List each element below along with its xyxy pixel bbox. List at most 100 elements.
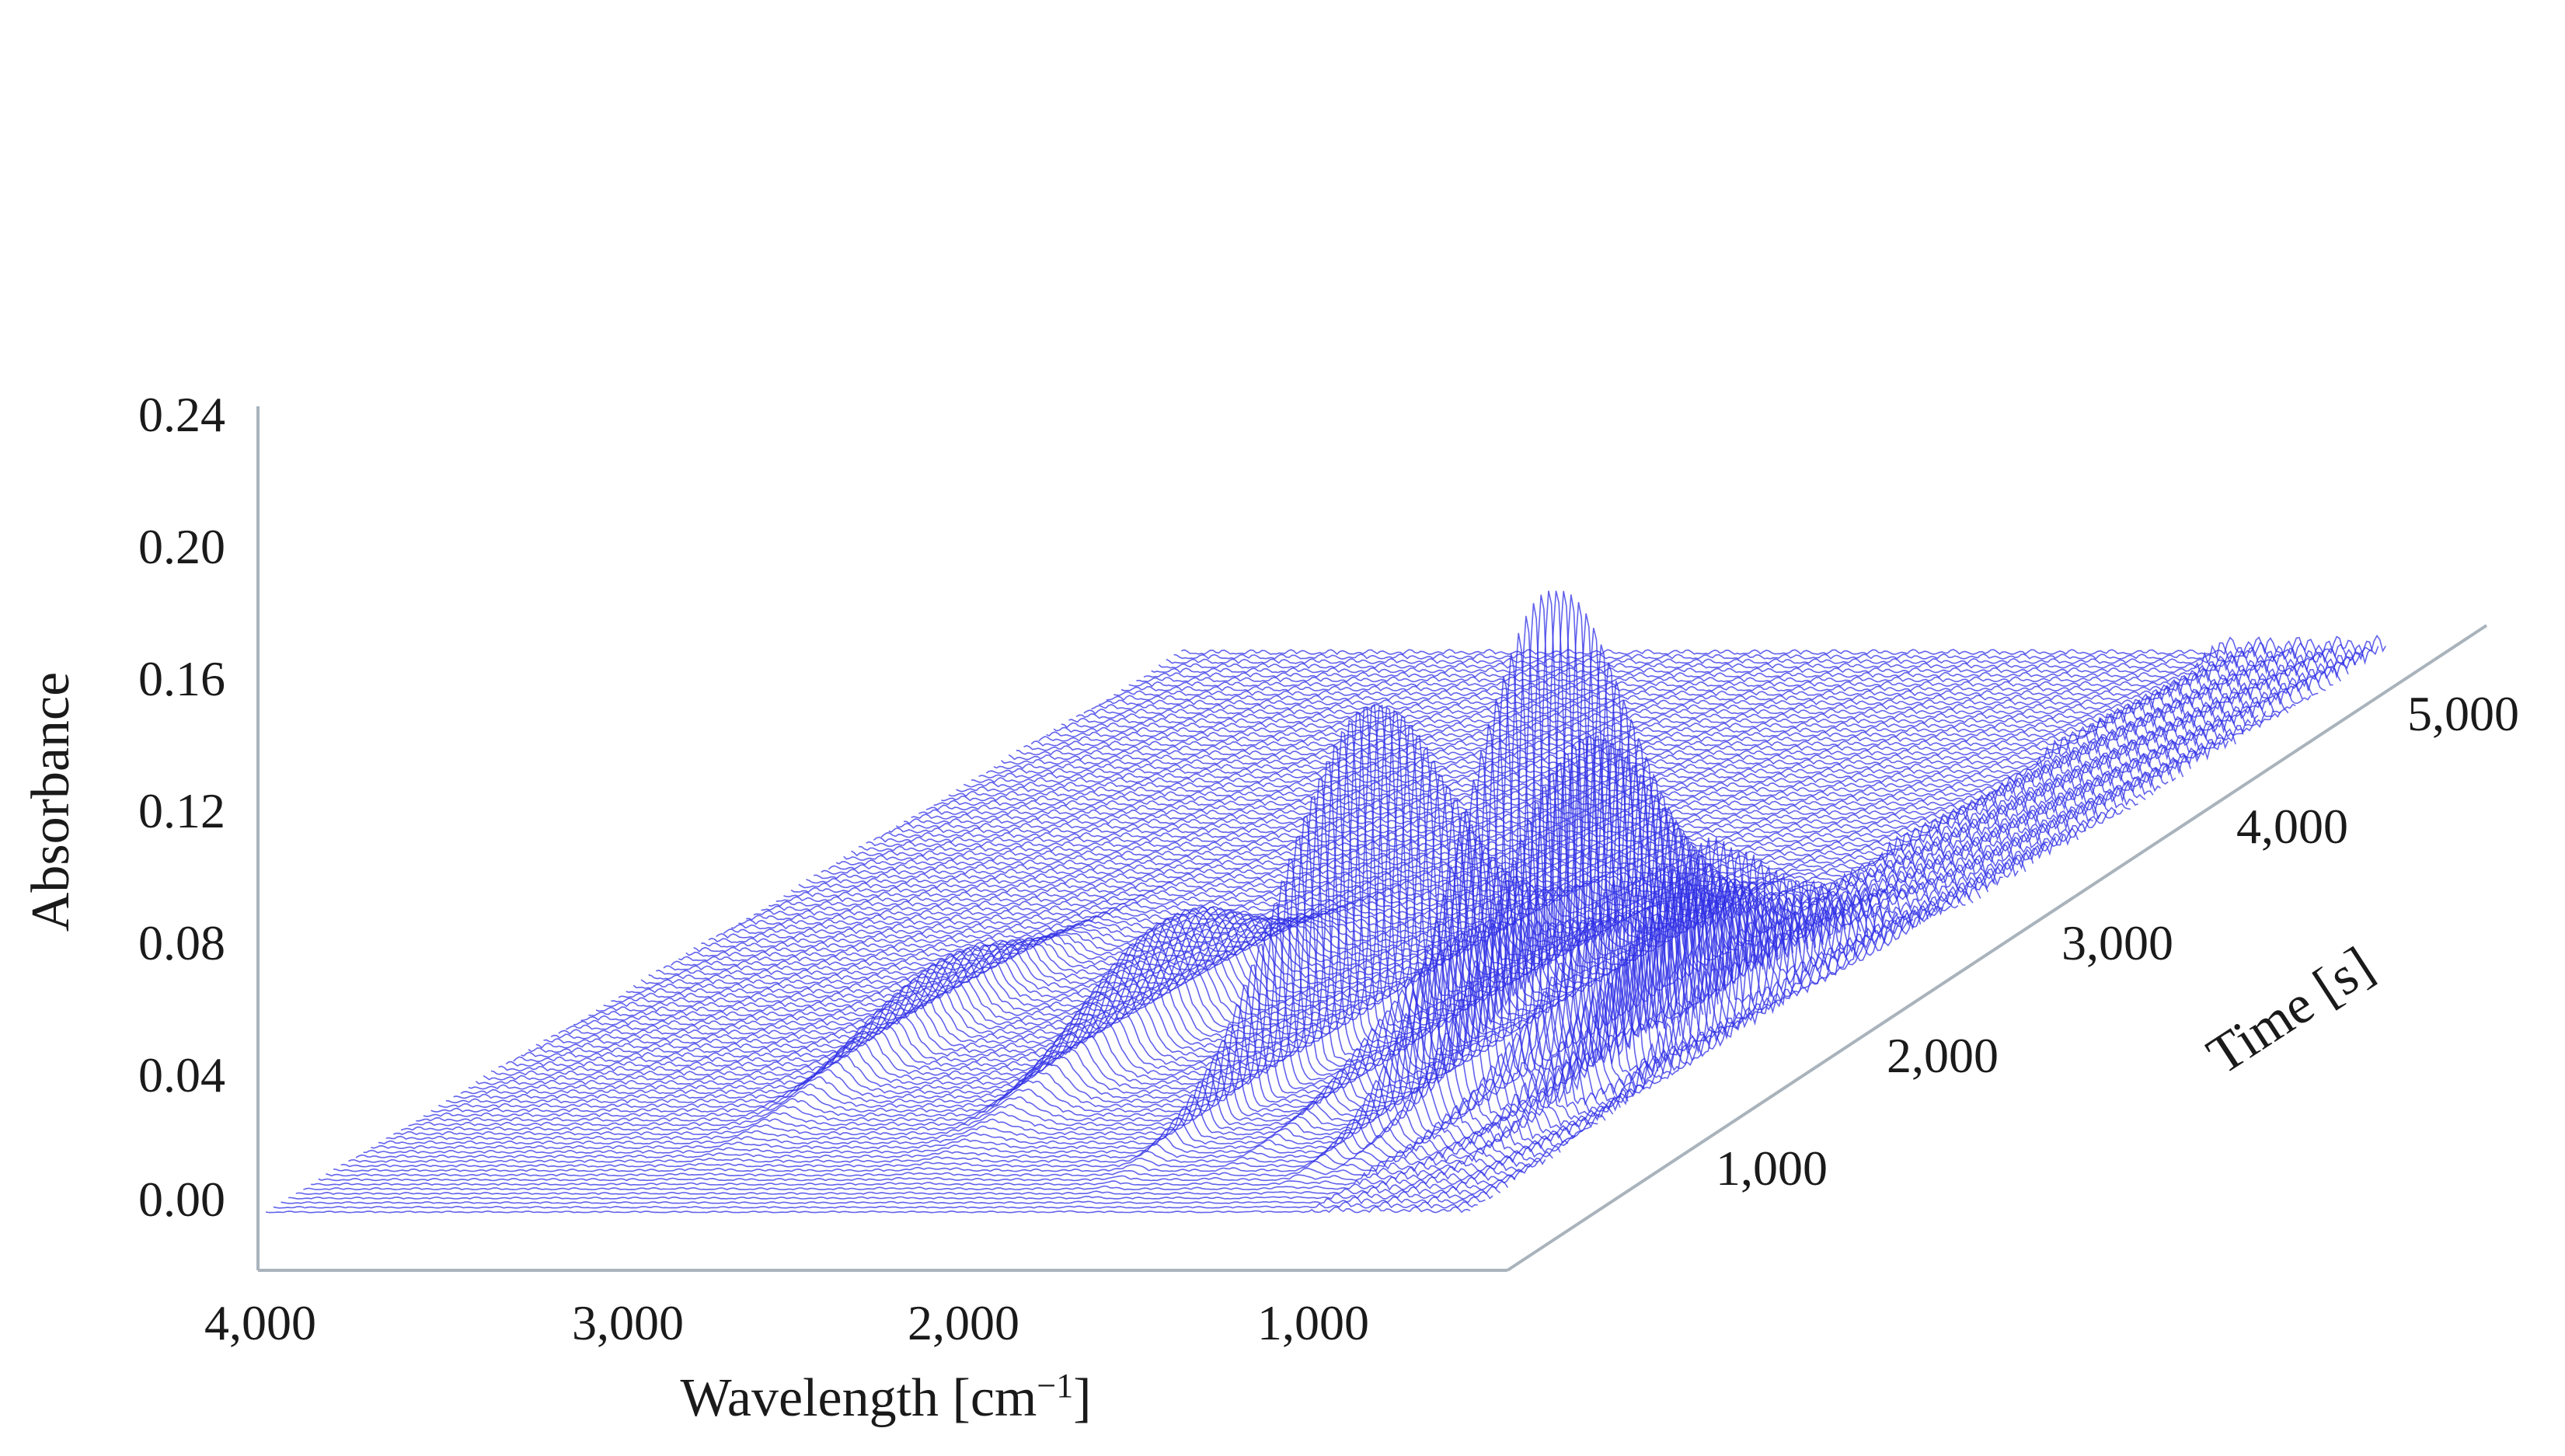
y-tick-label: 2,000 — [1887, 1028, 1999, 1083]
spectrum-trace — [858, 831, 2064, 853]
x-axis-title-close: ] — [1073, 1368, 1091, 1428]
spectrum-trace — [273, 1200, 1478, 1209]
z-axis-title: Absorbance — [21, 672, 81, 932]
spectrum-trace — [1023, 730, 2229, 752]
spectrum-trace — [985, 754, 2191, 775]
spectrum-trace — [1091, 690, 2296, 712]
spectrum-trace — [1120, 672, 2326, 692]
z-tick-label: 0.08 — [138, 915, 225, 970]
spectrum-trace — [333, 1160, 1539, 1172]
y-tick-label: 3,000 — [2061, 915, 2173, 970]
spectrum-trace — [521, 676, 1727, 1058]
spectrum-trace — [535, 632, 1741, 1050]
spectrum-trace — [1053, 712, 2259, 734]
spectrum-trace — [971, 763, 2176, 785]
spectrum-trace — [911, 799, 2117, 821]
spectrum-trace — [453, 918, 1659, 1099]
y-axis-line — [1506, 624, 2488, 1272]
spectrum-trace — [948, 776, 2154, 798]
spectrum-trace — [1030, 726, 2236, 747]
spectrum-trace — [1075, 699, 2281, 719]
spectrum-trace — [363, 1129, 1569, 1154]
y-tick-label: 5,000 — [2407, 686, 2519, 741]
spectrum-trace — [348, 1145, 1553, 1163]
spectrum-trace — [438, 967, 1643, 1109]
spectrum-trace — [1016, 736, 2222, 758]
spectrum-trace — [1158, 648, 2364, 669]
x-tick-label: 4,000 — [204, 1295, 316, 1350]
x-tick-label: 3,000 — [572, 1295, 684, 1350]
spectrum-trace — [498, 751, 1704, 1072]
spectrum-trace — [423, 1012, 1629, 1117]
spectrum-trace — [513, 698, 1719, 1063]
x-axis-title-main: Wavelength [cm — [680, 1368, 1037, 1428]
spectrum-trace — [1136, 663, 2341, 684]
x-tick-label: 2,000 — [908, 1295, 1019, 1350]
spectrum-trace — [925, 789, 2131, 812]
spectrum-trace — [1128, 668, 2333, 688]
z-tick-label: 0.00 — [138, 1172, 225, 1227]
spectrum-trace — [1061, 709, 2267, 730]
spectrum-trace — [880, 817, 2086, 839]
spectrum-trace — [318, 1170, 1524, 1182]
spectrum-trace — [1106, 681, 2312, 702]
x-tick-label: 1,000 — [1257, 1295, 1369, 1350]
spectrum-trace — [1166, 644, 2372, 665]
y-tick-label: 4,000 — [2236, 799, 2348, 854]
spectrum-trace — [483, 808, 1689, 1082]
spectrum-trace — [1173, 640, 2379, 661]
spectrum-trace — [1151, 654, 2357, 675]
spectrum-trace — [1000, 744, 2206, 765]
spectrum-trace — [903, 803, 2109, 825]
spectrum-trace — [1113, 677, 2319, 698]
spectrum-trace — [408, 1050, 1614, 1127]
y-axis-title: Time [s] — [2197, 935, 2384, 1085]
spectrum-trace — [835, 845, 2041, 867]
spectrum-trace — [1038, 722, 2244, 744]
spectrum-trace — [265, 1206, 1471, 1214]
spectrum-trace — [933, 785, 2138, 807]
spectrum-trace — [1068, 703, 2274, 724]
spectrum-trace — [528, 653, 1734, 1054]
spectrum-trace — [460, 892, 1666, 1096]
z-tick-label: 0.20 — [138, 519, 225, 574]
spectrum-trace — [1099, 686, 2304, 706]
spectrum-trace — [475, 838, 1682, 1085]
spectrum-trace — [1046, 717, 2252, 739]
spectrum-trace — [895, 807, 2101, 831]
spectrum-trace — [326, 1165, 1531, 1177]
spectrum-trace — [1083, 695, 2289, 715]
spectrum-trace — [295, 1186, 1501, 1195]
x-axis-title: Wavelength [cm−1] — [680, 1367, 1091, 1429]
spectrum-trace — [371, 1119, 1576, 1150]
spectrum-trace — [828, 848, 2034, 871]
z-tick-label: 0.16 — [138, 651, 225, 706]
spectrum-trace — [888, 813, 2094, 835]
x-axis-title-sup: −1 — [1037, 1367, 1073, 1405]
z-tick-label: 0.12 — [138, 783, 225, 838]
spectrum-trace — [445, 943, 1651, 1104]
z-tick-label: 0.24 — [138, 387, 225, 442]
spectrum-trace — [1143, 658, 2349, 680]
spectrum-trace — [303, 1180, 1509, 1191]
spectrum-trace — [978, 758, 2184, 779]
spectrum-trace — [843, 840, 2048, 862]
y-tick-label: 1,000 — [1716, 1141, 1828, 1196]
spectrum-trace — [400, 1065, 1606, 1131]
spectrum-trace — [468, 864, 1674, 1090]
spectrum-trace — [918, 794, 2124, 817]
spectrum-trace — [993, 749, 2199, 771]
spectrum-trace — [851, 835, 2057, 857]
spectrum-trace — [416, 1033, 1621, 1122]
spectrum-trace — [505, 723, 1711, 1068]
spectrum-trace — [393, 1079, 1598, 1136]
spectrum-trace — [378, 1106, 1584, 1145]
spectrum-trace — [1181, 634, 2386, 656]
surface-plot — [265, 590, 2386, 1214]
z-tick-label: 0.04 — [138, 1047, 225, 1102]
spectrum-trace — [340, 1153, 1546, 1168]
spectrum-trace — [311, 1176, 1516, 1186]
spectrum-trace — [430, 990, 1636, 1113]
spectrum-trace — [941, 780, 2146, 803]
